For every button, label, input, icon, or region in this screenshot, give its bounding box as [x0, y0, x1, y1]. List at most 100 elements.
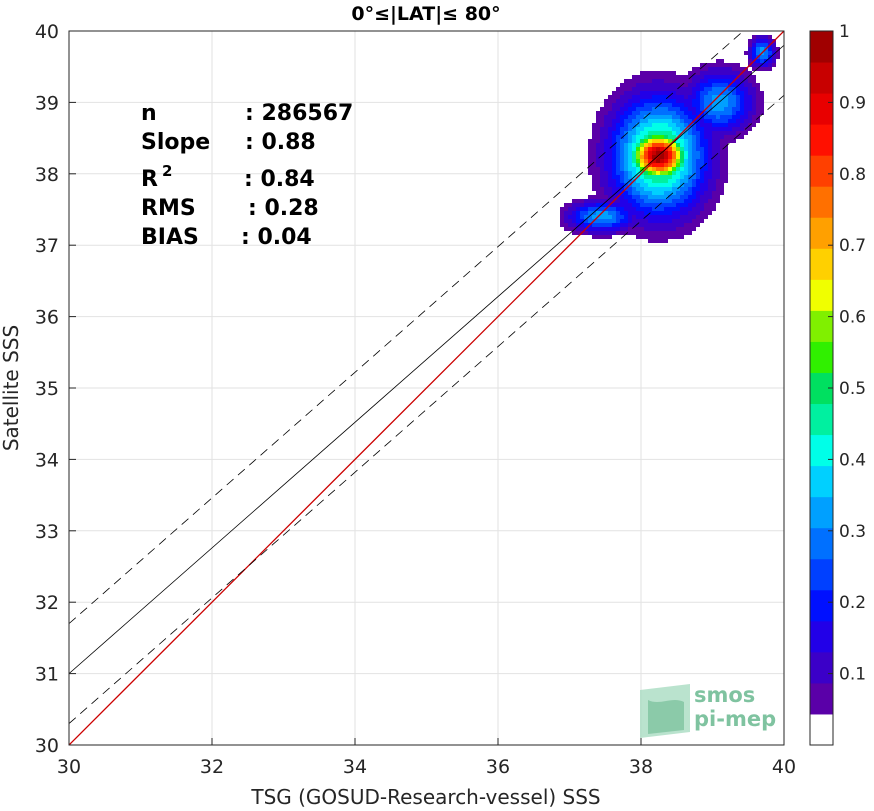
- density-cell: [720, 131, 724, 135]
- density-cell: [596, 227, 600, 231]
- density-cell: [748, 99, 752, 103]
- density-cell: [752, 87, 756, 91]
- density-cell: [644, 175, 648, 179]
- density-cell: [640, 151, 644, 155]
- density-cell: [620, 155, 624, 159]
- density-cell: [640, 219, 644, 223]
- density-cell: [628, 223, 632, 227]
- density-cell: [688, 79, 692, 83]
- density-cell: [592, 131, 596, 135]
- density-cell: [632, 147, 636, 151]
- density-cell: [712, 175, 716, 179]
- density-cell: [652, 203, 656, 207]
- density-cell: [648, 171, 652, 175]
- density-cell: [652, 135, 656, 139]
- density-cell: [684, 227, 688, 231]
- density-cell: [664, 227, 668, 231]
- density-cell: [688, 223, 692, 227]
- density-cell: [644, 211, 648, 215]
- density-cell: [636, 127, 640, 131]
- density-cell: [636, 183, 640, 187]
- density-cell: [628, 139, 632, 143]
- density-cell: [604, 127, 608, 131]
- density-cell: [712, 143, 716, 147]
- density-cell: [672, 75, 676, 79]
- density-cell: [660, 211, 664, 215]
- density-cell: [620, 119, 624, 123]
- density-cell: [720, 103, 724, 107]
- density-cell: [632, 143, 636, 147]
- density-cell: [752, 119, 756, 123]
- density-cell: [700, 135, 704, 139]
- density-cell: [580, 203, 584, 207]
- density-cell: [592, 155, 596, 159]
- density-cell: [608, 99, 612, 103]
- colorbar-segment: [810, 124, 833, 156]
- density-cell: [676, 99, 680, 103]
- density-cell: [640, 123, 644, 127]
- density-cell: [684, 163, 688, 167]
- density-cell: [636, 79, 640, 83]
- density-cell: [696, 171, 700, 175]
- density-cell: [676, 127, 680, 131]
- density-cell: [712, 79, 716, 83]
- colorbar-tick-label: 0.9: [839, 93, 866, 113]
- density-cell: [652, 103, 656, 107]
- density-cell: [680, 199, 684, 203]
- density-cell: [680, 99, 684, 103]
- density-cell: [664, 103, 668, 107]
- density-cell: [720, 139, 724, 143]
- density-cell: [728, 79, 732, 83]
- density-cell: [704, 207, 708, 211]
- density-cell: [676, 79, 680, 83]
- density-cell: [608, 227, 612, 231]
- density-cell: [636, 91, 640, 95]
- density-cell: [700, 143, 704, 147]
- density-cell: [640, 79, 644, 83]
- density-cell: [712, 171, 716, 175]
- density-cell: [620, 183, 624, 187]
- density-cell: [668, 107, 672, 111]
- density-cell: [668, 227, 672, 231]
- density-cell: [592, 223, 596, 227]
- density-cell: [628, 187, 632, 191]
- colorbar-segment: [810, 434, 833, 467]
- density-cell: [612, 147, 616, 151]
- density-cell: [664, 71, 668, 75]
- density-cell: [656, 91, 660, 95]
- density-cell: [672, 163, 676, 167]
- density-cell: [616, 99, 620, 103]
- density-cell: [656, 79, 660, 83]
- density-cell: [704, 87, 708, 91]
- density-cell: [596, 191, 600, 195]
- density-cell: [768, 51, 772, 55]
- density-cell: [692, 207, 696, 211]
- density-cell: [752, 63, 756, 67]
- density-cell: [672, 203, 676, 207]
- density-cell: [728, 127, 732, 131]
- density-cell: [700, 167, 704, 171]
- density-cell: [720, 99, 724, 103]
- density-cell: [672, 147, 676, 151]
- density-cell: [620, 219, 624, 223]
- density-cell: [660, 139, 664, 143]
- density-cell: [568, 207, 572, 211]
- density-cell: [696, 223, 700, 227]
- density-cell: [732, 139, 736, 143]
- density-cell: [648, 235, 652, 239]
- density-cell: [620, 175, 624, 179]
- density-cell: [640, 155, 644, 159]
- density-cell: [588, 147, 592, 151]
- density-cell: [612, 159, 616, 163]
- colorbar-tick-label: 0.8: [839, 165, 866, 185]
- density-cell: [700, 151, 704, 155]
- density-cell: [580, 219, 584, 223]
- density-cell: [716, 59, 720, 63]
- density-cell: [640, 91, 644, 95]
- density-cell: [724, 67, 728, 71]
- density-cell: [708, 203, 712, 207]
- x-tick-label: 36: [486, 756, 510, 778]
- density-cell: [704, 75, 708, 79]
- density-cell: [668, 91, 672, 95]
- density-cell: [624, 91, 628, 95]
